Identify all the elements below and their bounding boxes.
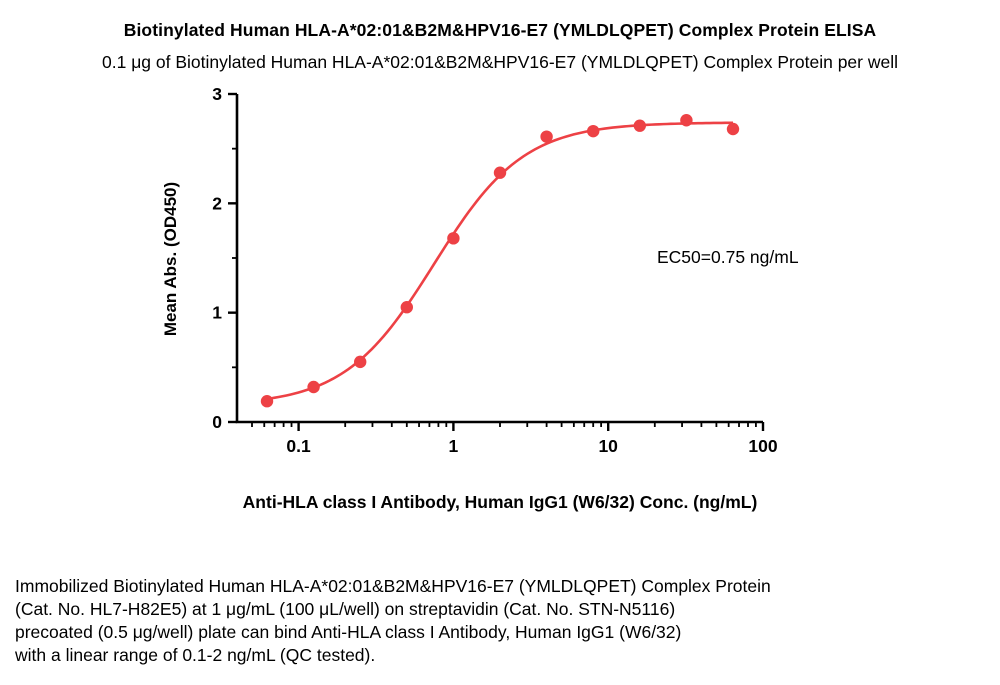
caption-line: precoated (0.5 μg/well) plate can bind A… bbox=[15, 622, 682, 642]
figure-title: Biotinylated Human HLA-A*02:01&B2M&HPV16… bbox=[123, 20, 877, 40]
svg-text:1: 1 bbox=[449, 436, 459, 456]
ec50-annotation: EC50=0.75 ng/mL bbox=[657, 247, 799, 267]
caption-line: Immobilized Biotinylated Human HLA-A*02:… bbox=[15, 576, 771, 596]
caption-line: (Cat. No. HL7-H82E5) at 1 μg/mL (100 μL/… bbox=[15, 599, 676, 619]
svg-text:1: 1 bbox=[212, 303, 222, 323]
svg-text:10: 10 bbox=[598, 436, 618, 456]
x-axis-label: Anti-HLA class I Antibody, Human IgG1 (W… bbox=[242, 492, 758, 512]
svg-text:100: 100 bbox=[748, 436, 777, 456]
figure-caption: Immobilized Biotinylated Human HLA-A*02:… bbox=[15, 575, 975, 667]
caption-line: with a linear range of 0.1-2 ng/mL (QC t… bbox=[15, 645, 376, 665]
figure-subtitle: 0.1 μg of Biotinylated Human HLA-A*02:01… bbox=[102, 52, 898, 72]
svg-text:0: 0 bbox=[212, 412, 222, 432]
svg-text:3: 3 bbox=[212, 84, 222, 104]
svg-text:0.1: 0.1 bbox=[286, 436, 311, 456]
svg-text:2: 2 bbox=[212, 193, 222, 213]
elisa-plot: 0 1 2 3 0.1 1 10 100 bbox=[212, 84, 778, 456]
